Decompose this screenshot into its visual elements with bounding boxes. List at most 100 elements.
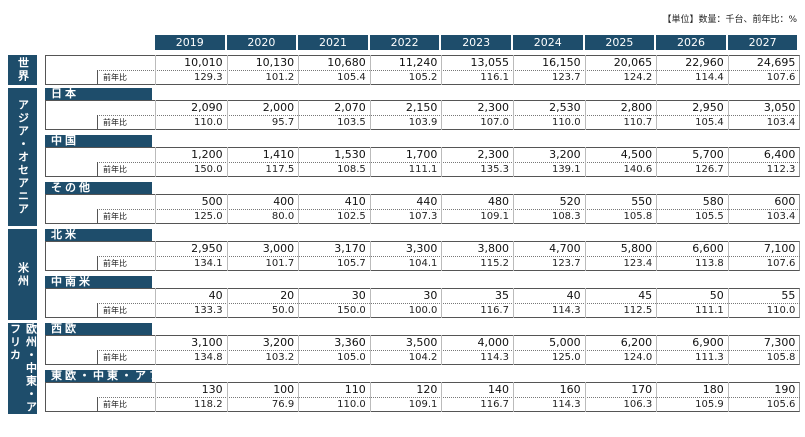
value-cell: 130 <box>201 383 223 396</box>
col-divider <box>584 288 586 318</box>
col-divider <box>226 100 228 130</box>
value-cell: 6,200 <box>620 336 653 349</box>
year-header: 2025 <box>584 35 655 50</box>
value-cell: 2,950 <box>692 101 724 114</box>
group-label: アジア・オセアニア <box>8 88 37 226</box>
row-divider <box>97 70 800 71</box>
col-divider <box>656 241 658 271</box>
value-cell: 3,100 <box>191 336 223 349</box>
yoy-cell: 101.7 <box>265 258 295 269</box>
value-cell: 24,695 <box>756 56 796 69</box>
col-divider <box>155 288 156 318</box>
value-cell: 1,410 <box>262 148 295 161</box>
value-cell: 2,800 <box>620 101 653 114</box>
yoy-cell: 50.0 <box>271 305 295 316</box>
yoy-cell: 123.4 <box>623 258 653 269</box>
col-divider <box>155 100 156 130</box>
col-divider <box>369 382 371 412</box>
col-divider <box>441 288 443 318</box>
yoy-cell: 105.8 <box>623 211 653 222</box>
value-cell: 6,600 <box>692 242 724 255</box>
col-divider <box>155 147 156 177</box>
yoy-label: 前年比 <box>103 353 127 362</box>
col-divider <box>727 288 729 318</box>
year-header: 2022 <box>369 35 440 50</box>
region-label: 東欧・中東・アフリカ <box>45 370 188 382</box>
value-cell: 13,055 <box>470 56 509 69</box>
col-divider <box>369 288 371 318</box>
col-divider <box>226 55 228 85</box>
value-cell: 45 <box>638 289 653 302</box>
col-divider <box>584 147 586 177</box>
year-header: 2026 <box>656 35 726 50</box>
col-divider <box>513 241 514 271</box>
value-cell: 16,150 <box>542 56 581 69</box>
col-divider <box>656 288 658 318</box>
col-divider <box>441 194 443 224</box>
col-divider <box>155 382 156 412</box>
value-cell: 11,240 <box>398 56 438 69</box>
value-cell: 2,950 <box>191 242 223 255</box>
value-cell: 1,200 <box>191 148 223 161</box>
col-divider <box>441 100 443 130</box>
yoy-cell: 107.3 <box>408 211 438 222</box>
value-cell: 10,010 <box>184 56 223 69</box>
col-divider <box>727 335 729 365</box>
group-label: 欧州・中東・アフリカ <box>8 323 38 414</box>
value-cell: 2,300 <box>477 148 509 161</box>
col-divider <box>513 288 514 318</box>
yoy-cell: 113.8 <box>695 258 724 269</box>
yoy-cell: 114.3 <box>480 352 509 363</box>
yoy-cell: 107.6 <box>766 258 796 269</box>
value-cell: 5,800 <box>620 242 653 255</box>
value-cell: 550 <box>631 195 653 208</box>
year-header: 2024 <box>513 35 583 50</box>
yoy-cell: 105.0 <box>337 352 366 363</box>
yoy-cell: 118.2 <box>193 399 223 410</box>
value-cell: 400 <box>273 195 295 208</box>
yoy-cell: 134.8 <box>193 352 223 363</box>
yoy-cell: 117.5 <box>265 164 295 175</box>
year-header: 2021 <box>298 35 368 50</box>
yoy-cell: 107.6 <box>766 72 796 83</box>
value-cell: 170 <box>631 383 653 396</box>
value-cell: 3,360 <box>334 336 366 349</box>
yoy-cell: 125.0 <box>551 352 581 363</box>
yoy-cell: 110.0 <box>337 399 366 410</box>
col-divider <box>441 55 443 85</box>
col-divider <box>584 241 586 271</box>
yoy-cell: 108.5 <box>337 164 366 175</box>
col-divider <box>298 241 300 271</box>
row-divider <box>97 209 800 210</box>
yoy-cell: 106.3 <box>623 399 653 410</box>
yoy-cell: 124.0 <box>623 352 653 363</box>
value-cell: 20,065 <box>613 56 653 69</box>
value-cell: 160 <box>559 383 581 396</box>
row-divider <box>97 162 800 163</box>
value-cell: 10,680 <box>327 56 366 69</box>
col-divider <box>226 147 228 177</box>
value-cell: 22,960 <box>685 56 724 69</box>
yoy-cell: 105.8 <box>766 352 796 363</box>
label-divider <box>97 162 98 177</box>
value-cell: 4,700 <box>549 242 581 255</box>
col-divider <box>656 194 658 224</box>
yoy-cell: 110.0 <box>193 117 223 128</box>
year-header: 2020 <box>226 35 297 50</box>
col-divider <box>298 288 300 318</box>
col-divider <box>656 382 658 412</box>
col-divider <box>226 382 228 412</box>
yoy-label: 前年比 <box>103 118 127 127</box>
value-cell: 40 <box>208 289 223 302</box>
col-divider <box>155 194 156 224</box>
unit-note: 【単位】数量：千台、前年比：% <box>662 15 797 25</box>
yoy-cell: 105.2 <box>408 72 438 83</box>
value-cell: 3,170 <box>334 242 366 255</box>
col-divider <box>727 194 729 224</box>
region-label: 中南米 <box>45 276 152 288</box>
yoy-cell: 105.4 <box>695 117 724 128</box>
value-cell: 5,700 <box>692 148 724 161</box>
yoy-cell: 115.2 <box>480 258 509 269</box>
value-cell: 190 <box>774 383 796 396</box>
